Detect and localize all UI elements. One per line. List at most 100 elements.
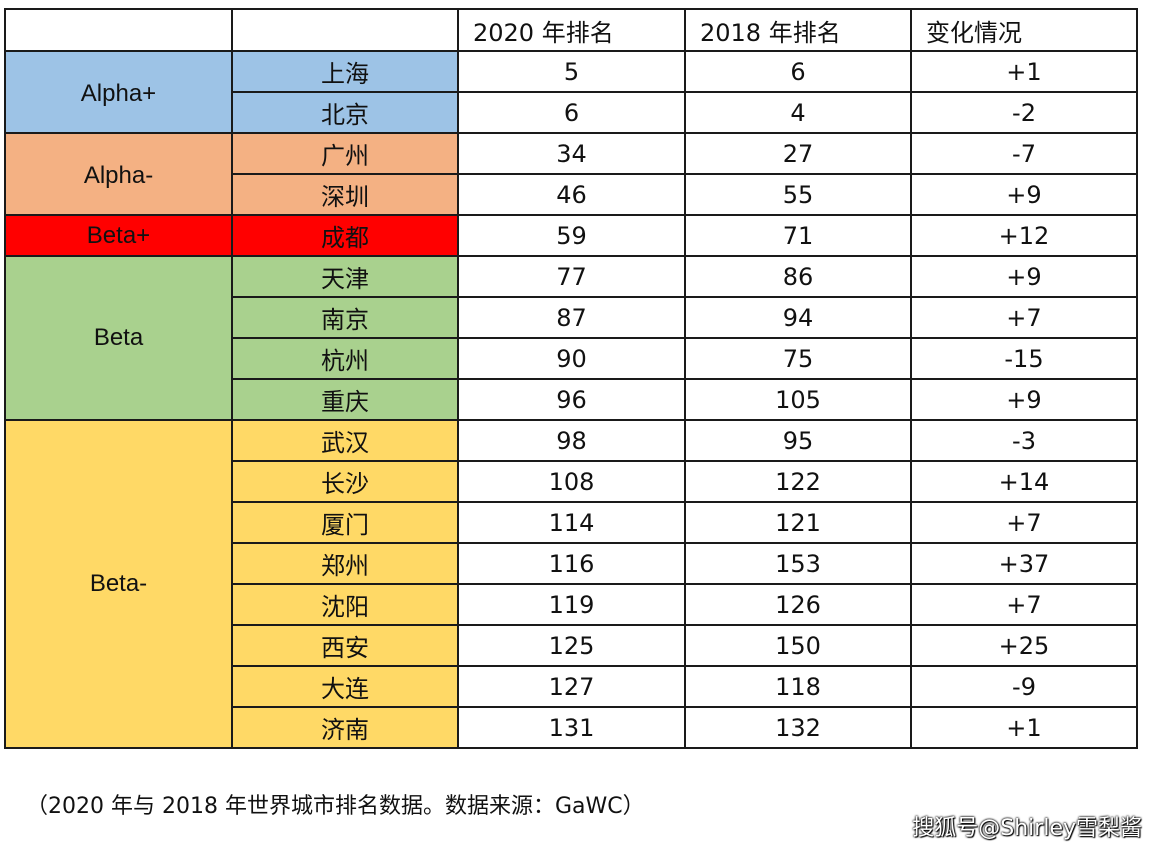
rank-2020-cell: 119 xyxy=(457,583,686,626)
rank-2020-cell: 131 xyxy=(457,706,686,749)
header-change: 变化情况 xyxy=(910,8,1138,52)
table-row: 南京 87 94 +7 xyxy=(5,296,1138,339)
city-cell: 重庆 xyxy=(231,378,459,421)
city-cell: 大连 xyxy=(231,665,459,708)
table-row: 沈阳 119 126 +7 xyxy=(5,583,1138,626)
rank-2018-cell: 118 xyxy=(684,665,912,708)
rank-2018-cell: 71 xyxy=(684,214,912,257)
city-cell: 南京 xyxy=(231,296,459,339)
table-row: 西安 125 150 +25 xyxy=(5,624,1138,667)
change-cell: -9 xyxy=(910,665,1138,708)
table-row: 北京 6 4 -2 xyxy=(5,91,1138,134)
city-cell: 济南 xyxy=(231,706,459,749)
city-cell: 广州 xyxy=(231,132,459,175)
header-tier-cell xyxy=(4,8,233,52)
rank-2020-cell: 114 xyxy=(457,501,686,544)
header-rank-2018: 2018 年排名 xyxy=(684,8,912,52)
table-row: Beta 天津 77 86 +9 xyxy=(4,255,1138,421)
table-row: 深圳 46 55 +9 xyxy=(5,173,1138,216)
rank-2018-cell: 55 xyxy=(684,173,912,216)
change-cell: +9 xyxy=(910,173,1138,216)
change-cell: +37 xyxy=(910,542,1138,585)
rank-2018-cell: 95 xyxy=(684,419,912,462)
change-cell: +9 xyxy=(910,255,1138,298)
rank-2020-cell: 116 xyxy=(457,542,686,585)
rank-2020-cell: 59 xyxy=(457,214,686,257)
change-cell: +12 xyxy=(910,214,1138,257)
table-row: 长沙 108 122 +14 xyxy=(5,460,1138,503)
rank-2020-cell: 87 xyxy=(457,296,686,339)
city-cell: 杭州 xyxy=(231,337,459,380)
rank-2018-cell: 150 xyxy=(684,624,912,667)
rank-2020-cell: 98 xyxy=(457,419,686,462)
rank-2020-cell: 127 xyxy=(457,665,686,708)
tier-cell-alpha-minus: Alpha- xyxy=(4,132,233,216)
city-cell: 厦门 xyxy=(231,501,459,544)
rank-2020-cell: 5 xyxy=(457,50,686,93)
tier-label: Alpha- xyxy=(83,162,154,189)
city-cell: 天津 xyxy=(231,255,459,298)
city-cell: 深圳 xyxy=(231,173,459,216)
city-cell: 郑州 xyxy=(231,542,459,585)
city-cell: 西安 xyxy=(231,624,459,667)
table-row: 重庆 96 105 +9 xyxy=(5,378,1138,421)
rank-2020-cell: 108 xyxy=(457,460,686,503)
table-row: 厦门 114 121 +7 xyxy=(5,501,1138,544)
change-cell: +14 xyxy=(910,460,1138,503)
rank-2020-cell: 77 xyxy=(457,255,686,298)
source-caption: （2020 年与 2018 年世界城市排名数据。数据来源：GaWC） xyxy=(26,794,645,819)
rank-2018-cell: 94 xyxy=(684,296,912,339)
change-cell: +1 xyxy=(910,706,1138,749)
rank-2018-cell: 75 xyxy=(684,337,912,380)
rank-2018-cell: 122 xyxy=(684,460,912,503)
header-rank-2020: 2020 年排名 xyxy=(457,8,686,52)
city-cell: 上海 xyxy=(231,50,459,93)
city-cell: 北京 xyxy=(231,91,459,134)
tier-label: Beta+ xyxy=(86,221,151,249)
table-row: Alpha- 广州 34 27 -7 xyxy=(4,132,1138,216)
rank-2018-cell: 6 xyxy=(684,50,912,93)
city-cell: 成都 xyxy=(231,214,459,257)
change-cell: -15 xyxy=(910,337,1138,380)
rank-2018-cell: 121 xyxy=(684,501,912,544)
header-city-cell xyxy=(231,8,459,52)
tier-cell-alpha-plus: Alpha+ xyxy=(4,50,233,134)
tier-cell-beta-minus: Beta- xyxy=(4,419,233,749)
rank-2020-cell: 125 xyxy=(457,624,686,667)
table-row: 杭州 90 75 -15 xyxy=(5,337,1138,380)
tier-cell-beta-plus: Beta+ xyxy=(4,214,233,257)
rank-2020-cell: 6 xyxy=(457,91,686,134)
table-row: 大连 127 118 -9 xyxy=(5,665,1138,708)
change-cell: -7 xyxy=(910,132,1138,175)
city-cell: 武汉 xyxy=(231,419,459,462)
rank-2018-cell: 86 xyxy=(684,255,912,298)
city-cell: 长沙 xyxy=(231,460,459,503)
change-cell: +7 xyxy=(910,296,1138,339)
change-cell: -3 xyxy=(910,419,1138,462)
rank-2020-cell: 90 xyxy=(457,337,686,380)
tier-cell-beta: Beta xyxy=(4,255,233,421)
rank-2018-cell: 4 xyxy=(684,91,912,134)
change-cell: +25 xyxy=(910,624,1138,667)
change-cell: +1 xyxy=(910,50,1138,93)
tier-label: Beta xyxy=(93,324,144,351)
change-cell: -2 xyxy=(910,91,1138,134)
change-cell: +9 xyxy=(910,378,1138,421)
rank-2020-cell: 46 xyxy=(457,173,686,216)
rank-2018-cell: 27 xyxy=(684,132,912,175)
tier-label: Alpha+ xyxy=(80,80,157,107)
rank-2018-cell: 132 xyxy=(684,706,912,749)
rank-2018-cell: 105 xyxy=(684,378,912,421)
table-row: Beta+ 成都 59 71 +12 xyxy=(4,214,1138,257)
rank-2018-cell: 153 xyxy=(684,542,912,585)
watermark: 搜狐号@Shirley雪梨酱 xyxy=(912,816,1142,841)
header-row: 2020 年排名 2018 年排名 变化情况 xyxy=(4,8,1138,52)
change-cell: +7 xyxy=(910,501,1138,544)
tier-label: Beta- xyxy=(89,570,148,597)
rank-2018-cell: 126 xyxy=(684,583,912,626)
table-row: 济南 131 132 +1 xyxy=(5,706,1138,749)
rank-2020-cell: 34 xyxy=(457,132,686,175)
table-row: Beta- 武汉 98 95 -3 xyxy=(4,419,1138,749)
table-row: 郑州 116 153 +37 xyxy=(5,542,1138,585)
table-row: Alpha+ 上海 5 6 +1 xyxy=(4,50,1138,134)
